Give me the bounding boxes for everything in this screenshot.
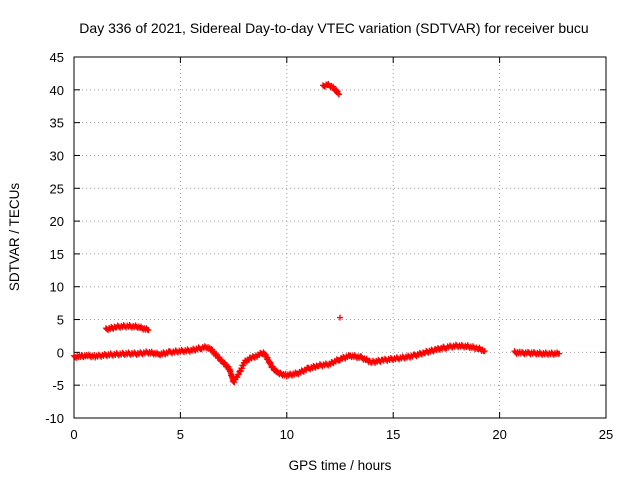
data-point — [335, 91, 342, 98]
y-tick-label: 40 — [50, 83, 64, 98]
y-tick-label: 5 — [57, 313, 64, 328]
y-axis-label: SDTVAR / TECUs — [7, 183, 22, 292]
y-tick-label: 45 — [50, 50, 64, 65]
y-tick-label: 10 — [50, 280, 64, 295]
x-tick-label: 0 — [70, 427, 77, 442]
y-tick-label: 30 — [50, 148, 64, 163]
grid-lines — [74, 57, 606, 418]
y-tick-label: 20 — [50, 214, 64, 229]
y-tick-label: 35 — [50, 116, 64, 131]
y-tick-label: -5 — [52, 378, 64, 393]
x-tick-label: 25 — [599, 427, 613, 442]
data-points — [71, 80, 563, 386]
data-point — [556, 350, 563, 357]
data-point — [337, 314, 343, 321]
data-point — [145, 327, 152, 334]
data-point — [481, 348, 488, 355]
y-tick-label: 15 — [50, 247, 64, 262]
x-tick-label: 15 — [386, 427, 400, 442]
chart-title: Day 336 of 2021, Sidereal Day-to-day VTE… — [79, 20, 588, 36]
axis-ticks: 0 5 10 15 20 25 -10 -5 0 5 10 15 20 25 30 35 40 45 — [45, 50, 613, 442]
y-tick-label: -10 — [45, 411, 64, 426]
y-tick-label: 0 — [57, 345, 64, 360]
x-tick-label: 20 — [492, 427, 506, 442]
y-tick-label: 25 — [50, 181, 64, 196]
x-axis-label: GPS time / hours — [289, 458, 392, 473]
x-tick-label: 10 — [280, 427, 294, 442]
x-tick-label: 5 — [177, 427, 184, 442]
plot-frame — [73, 56, 607, 419]
